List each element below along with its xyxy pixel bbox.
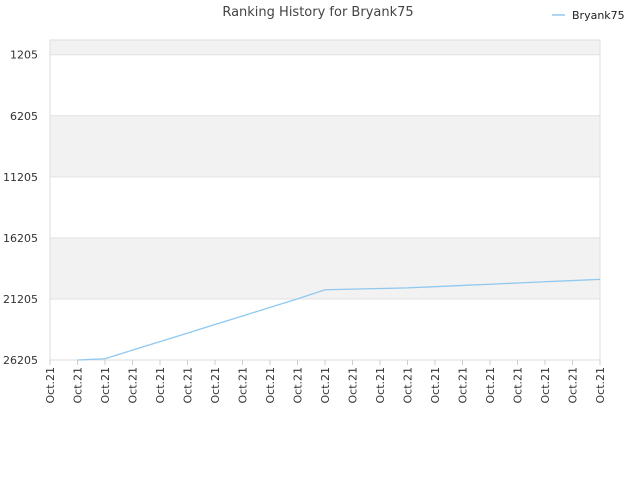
x-tick-label: Oct.21 — [127, 367, 140, 404]
x-tick-label: Oct.21 — [44, 367, 57, 404]
x-tick-label: Oct.21 — [292, 367, 305, 404]
x-tick-label: Oct.21 — [237, 367, 250, 404]
gridlines — [50, 54, 600, 361]
series-line — [77, 278, 601, 361]
plot-band — [50, 40, 600, 55]
x-tick-label: Oct.21 — [539, 367, 552, 404]
x-tick-label: Oct.21 — [429, 367, 442, 404]
x-tick-label: Oct.21 — [72, 367, 85, 404]
legend-label: Bryank75 — [572, 9, 625, 22]
x-tick-label: Oct.21 — [264, 367, 277, 404]
y-tick-label: 6205 — [10, 110, 38, 123]
x-tick-label: Oct.21 — [182, 367, 195, 404]
x-tick-label: Oct.21 — [402, 367, 415, 404]
series-lines — [77, 278, 601, 361]
x-axis: Oct.21 Oct.21 Oct.21 Oct.21 Oct.21 Oct.21 Oct.… — [44, 360, 607, 404]
y-tick-label: 1205 — [10, 49, 38, 62]
y-axis: 1205 6205 11205 16205 21205 26205 — [3, 49, 38, 367]
x-tick-label: Oct.21 — [484, 367, 497, 404]
plot-bands — [50, 40, 600, 299]
plot-frame — [49, 39, 601, 361]
y-tick-label: 16205 — [3, 232, 38, 245]
plot-band — [50, 237, 600, 299]
y-tick-label: 11205 — [3, 171, 38, 184]
x-tick-label: Oct.21 — [512, 367, 525, 404]
x-tick-label: Oct.21 — [154, 367, 167, 404]
x-tick-label: Oct.21 — [594, 367, 607, 404]
chart-title: Ranking History for Bryank75 — [222, 5, 413, 20]
x-tick-label: Oct.21 — [347, 367, 360, 404]
y-tick-label: 26205 — [3, 354, 38, 367]
x-tick-label: Oct.21 — [374, 367, 387, 404]
plot-band — [50, 115, 600, 177]
x-tick-label: Oct.21 — [209, 367, 222, 404]
y-tick-label: 21205 — [3, 293, 38, 306]
x-tick-label: Oct.21 — [99, 367, 112, 404]
x-tick-label: Oct.21 — [457, 367, 470, 404]
x-tick-label: Oct.21 — [567, 367, 580, 404]
legend: Bryank75 — [552, 9, 625, 22]
x-tick-label: Oct.21 — [319, 367, 332, 404]
